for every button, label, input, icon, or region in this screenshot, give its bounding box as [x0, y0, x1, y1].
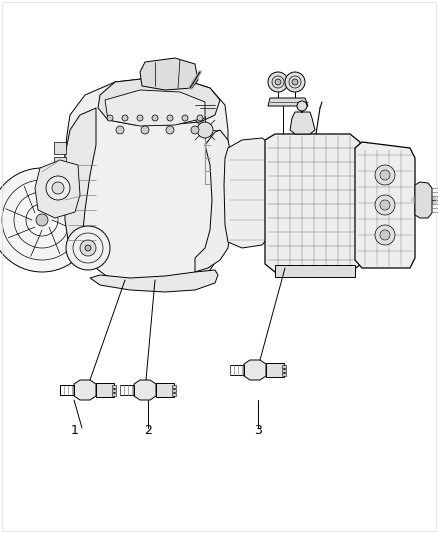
Polygon shape — [355, 142, 415, 268]
Circle shape — [292, 79, 298, 85]
Polygon shape — [140, 58, 198, 90]
Circle shape — [137, 115, 143, 121]
Polygon shape — [65, 78, 228, 285]
Circle shape — [197, 122, 213, 138]
Bar — [156, 383, 174, 397]
Circle shape — [152, 115, 158, 121]
Circle shape — [182, 115, 188, 121]
Polygon shape — [265, 134, 360, 272]
Polygon shape — [268, 98, 308, 106]
Polygon shape — [195, 130, 232, 272]
Circle shape — [80, 240, 96, 256]
Circle shape — [66, 226, 110, 270]
Polygon shape — [134, 380, 156, 400]
Bar — [172, 392, 176, 395]
Circle shape — [380, 230, 390, 240]
Circle shape — [197, 115, 203, 121]
Circle shape — [375, 165, 395, 185]
Circle shape — [268, 72, 288, 92]
Bar — [282, 373, 286, 376]
Bar — [275, 265, 355, 277]
Circle shape — [297, 101, 307, 111]
Bar — [282, 365, 286, 367]
Polygon shape — [224, 138, 270, 248]
Circle shape — [36, 214, 48, 226]
Circle shape — [380, 200, 390, 210]
Circle shape — [285, 72, 305, 92]
Polygon shape — [35, 160, 80, 218]
Circle shape — [107, 115, 113, 121]
Bar — [112, 392, 116, 395]
Text: 3: 3 — [254, 424, 262, 437]
Circle shape — [275, 79, 281, 85]
Circle shape — [167, 115, 173, 121]
Bar — [266, 363, 284, 377]
Circle shape — [85, 245, 91, 251]
Text: 2: 2 — [144, 424, 152, 437]
Circle shape — [380, 170, 390, 180]
Bar — [60, 385, 74, 395]
Polygon shape — [65, 108, 96, 248]
Bar — [282, 368, 286, 372]
Circle shape — [166, 126, 174, 134]
Bar — [54, 187, 66, 199]
Circle shape — [375, 195, 395, 215]
Bar — [112, 389, 116, 392]
Bar — [54, 172, 66, 184]
Bar — [54, 157, 66, 169]
Bar — [120, 385, 134, 395]
Circle shape — [141, 126, 149, 134]
Bar — [230, 365, 244, 375]
Bar — [96, 383, 114, 397]
Circle shape — [52, 182, 64, 194]
Bar — [54, 142, 66, 154]
Circle shape — [46, 176, 70, 200]
Polygon shape — [290, 112, 315, 134]
Circle shape — [0, 168, 94, 272]
Text: 1: 1 — [71, 424, 79, 437]
Bar — [172, 384, 176, 387]
Bar — [172, 389, 176, 392]
Polygon shape — [105, 90, 205, 126]
Circle shape — [116, 126, 124, 134]
Polygon shape — [74, 380, 96, 400]
Circle shape — [122, 115, 128, 121]
Polygon shape — [244, 360, 266, 380]
Circle shape — [375, 225, 395, 245]
Polygon shape — [90, 270, 218, 292]
Bar — [112, 384, 116, 387]
Circle shape — [191, 126, 199, 134]
Polygon shape — [98, 78, 220, 125]
Polygon shape — [415, 182, 432, 218]
